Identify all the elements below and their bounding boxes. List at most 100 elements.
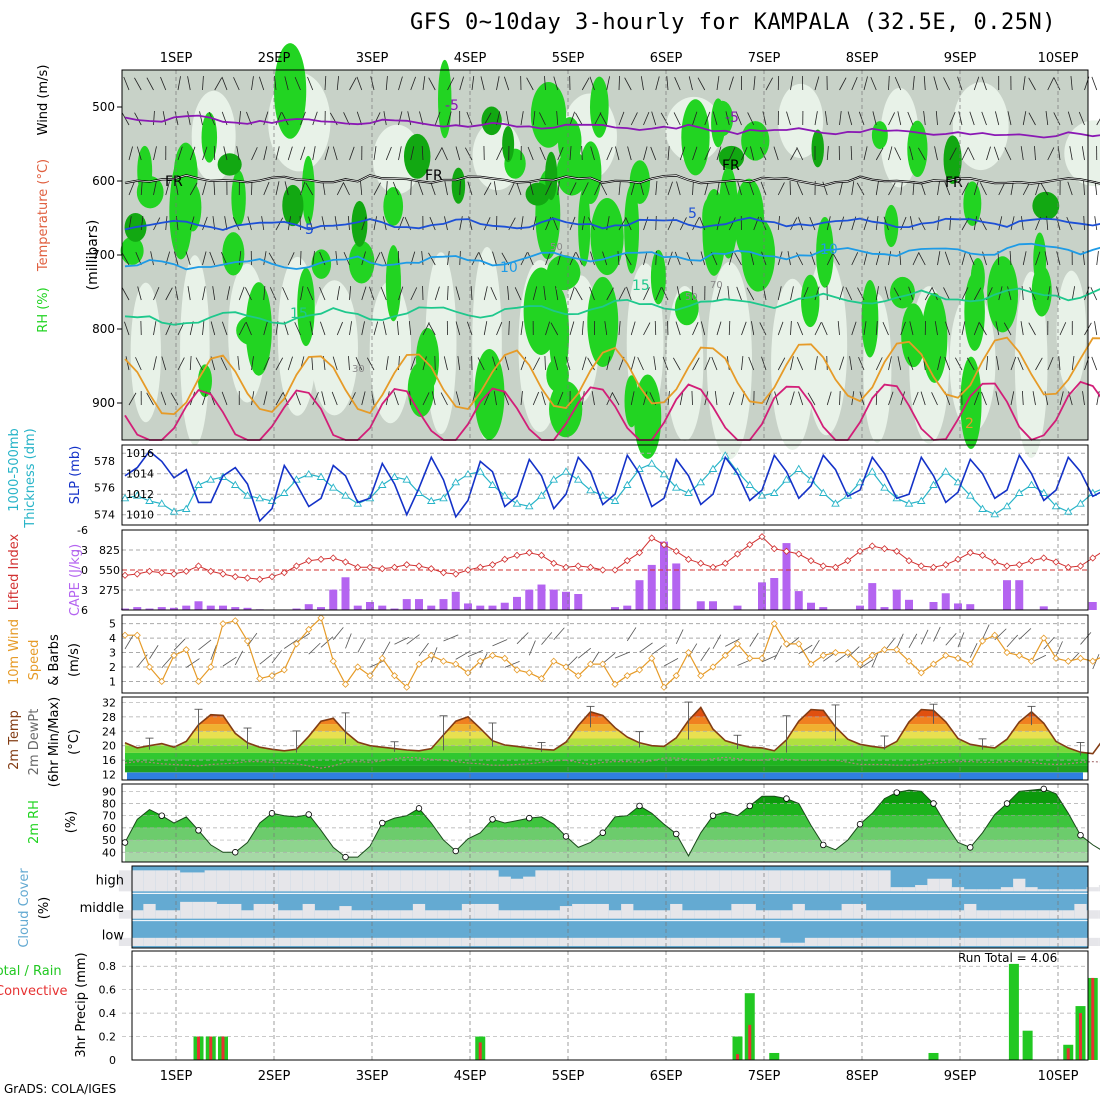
wind-barb bbox=[1020, 146, 1024, 161]
wind-barb bbox=[982, 251, 987, 266]
cloud-cell bbox=[768, 910, 781, 919]
wind-barb bbox=[759, 322, 767, 336]
wind-barb bbox=[532, 216, 537, 231]
cloud-cell bbox=[314, 870, 328, 892]
cloud-cell bbox=[376, 870, 389, 892]
wind-speed-point bbox=[537, 674, 546, 683]
cape-bar bbox=[366, 602, 374, 610]
cloud-cell bbox=[645, 937, 658, 946]
wind-barb bbox=[626, 286, 632, 301]
cloud-cell bbox=[902, 910, 916, 919]
wind-barb bbox=[933, 626, 941, 642]
wind-barb bbox=[444, 181, 448, 196]
wind-barb bbox=[434, 147, 443, 161]
wind-barb bbox=[786, 637, 800, 648]
wind-barb bbox=[666, 76, 669, 91]
wind-barb bbox=[177, 146, 183, 161]
thickness-point bbox=[230, 480, 240, 488]
panel-frame bbox=[131, 950, 1089, 1061]
cloud-cell bbox=[976, 910, 989, 919]
wind-barb bbox=[545, 251, 551, 266]
wind-barb bbox=[483, 217, 491, 231]
wind-barb bbox=[961, 321, 966, 336]
cloud-cell bbox=[229, 937, 242, 946]
wind-barb bbox=[937, 181, 940, 196]
wind-barb bbox=[153, 321, 157, 336]
rh-band bbox=[125, 788, 1088, 792]
temp2m-label: 2m Temp bbox=[7, 710, 22, 770]
wind-speed-point bbox=[721, 651, 729, 660]
wind-barb bbox=[667, 320, 669, 336]
upper-air-panel: -5 -5 FR FR FR FR 5 5 10 10 15 15 30 50 50 70 2 500 600 700… bbox=[92, 43, 1100, 460]
wind-barb bbox=[884, 286, 889, 301]
thickness-label: 1000-500mb bbox=[7, 428, 22, 512]
wind-barb bbox=[851, 181, 855, 196]
wind-barb bbox=[136, 146, 142, 161]
cloud-cell bbox=[180, 937, 193, 946]
wind-speed-point bbox=[782, 640, 791, 648]
isotherm-label: FR bbox=[722, 158, 740, 174]
moist-blob bbox=[231, 170, 246, 227]
wind-barb bbox=[186, 658, 200, 668]
dry-blob bbox=[778, 83, 824, 159]
thickness-point bbox=[1027, 480, 1036, 488]
wind-barb bbox=[973, 76, 980, 91]
cloud-cell bbox=[804, 937, 818, 946]
wind-barb bbox=[839, 77, 847, 91]
wind-barb bbox=[839, 181, 844, 196]
wind-barb bbox=[1047, 356, 1054, 371]
rh-point bbox=[121, 839, 129, 846]
moist-blob bbox=[921, 292, 948, 383]
cloud-cell bbox=[204, 870, 217, 892]
wind-barb bbox=[221, 252, 228, 266]
wind-barb bbox=[777, 357, 786, 371]
y-tick-label: 275 bbox=[99, 584, 120, 597]
y-tick-label: 2 bbox=[109, 661, 116, 674]
wind-barb bbox=[361, 251, 366, 266]
moist-core bbox=[502, 125, 515, 163]
cape-bar bbox=[1003, 580, 1011, 610]
wind-barb bbox=[875, 357, 883, 371]
day-label-bottom: 5SEP bbox=[552, 1069, 585, 1084]
rh-band bbox=[125, 803, 1088, 816]
cloud-cell bbox=[915, 885, 928, 892]
wind-barb bbox=[796, 356, 804, 371]
cloud-cell bbox=[253, 937, 266, 946]
cloud-cell bbox=[951, 887, 965, 892]
cloud-cell bbox=[559, 870, 573, 892]
wind-barb bbox=[160, 76, 167, 91]
wind-barb bbox=[973, 287, 982, 301]
wind-barb bbox=[398, 76, 403, 91]
isotherm-label: -5 bbox=[725, 110, 739, 126]
wind-speed-point bbox=[635, 666, 644, 674]
cape-bar bbox=[402, 599, 411, 610]
wind-barb bbox=[532, 391, 540, 406]
temp-band bbox=[125, 707, 1088, 717]
wind-speed-point bbox=[231, 617, 239, 625]
wind-barb bbox=[986, 356, 989, 371]
cloud-cell bbox=[976, 937, 989, 946]
wind-barb bbox=[875, 286, 879, 301]
cloud-cell bbox=[792, 903, 805, 919]
thickness-point bbox=[990, 509, 1000, 518]
lifted-index-point bbox=[525, 549, 533, 557]
cloud-cell bbox=[229, 870, 242, 892]
wind-barb bbox=[917, 147, 926, 161]
wind-barb bbox=[1094, 216, 1098, 231]
wind-speed-point bbox=[403, 683, 411, 691]
wind-barb bbox=[173, 638, 186, 651]
cape-bar bbox=[905, 599, 913, 610]
cloud-cell bbox=[1062, 937, 1075, 946]
wind-barb bbox=[410, 287, 418, 301]
day-label-bottom: 10SEP bbox=[1038, 1069, 1079, 1084]
wind-barb bbox=[591, 391, 595, 406]
wind-barb bbox=[1056, 216, 1061, 231]
thickness-point bbox=[965, 491, 975, 499]
cloud-cell bbox=[1086, 887, 1099, 892]
cloud-cell bbox=[915, 910, 928, 919]
cloud-cell bbox=[351, 870, 364, 892]
moist-core bbox=[811, 129, 824, 168]
wind-barb bbox=[226, 286, 231, 301]
lifted-index-point bbox=[819, 562, 827, 570]
